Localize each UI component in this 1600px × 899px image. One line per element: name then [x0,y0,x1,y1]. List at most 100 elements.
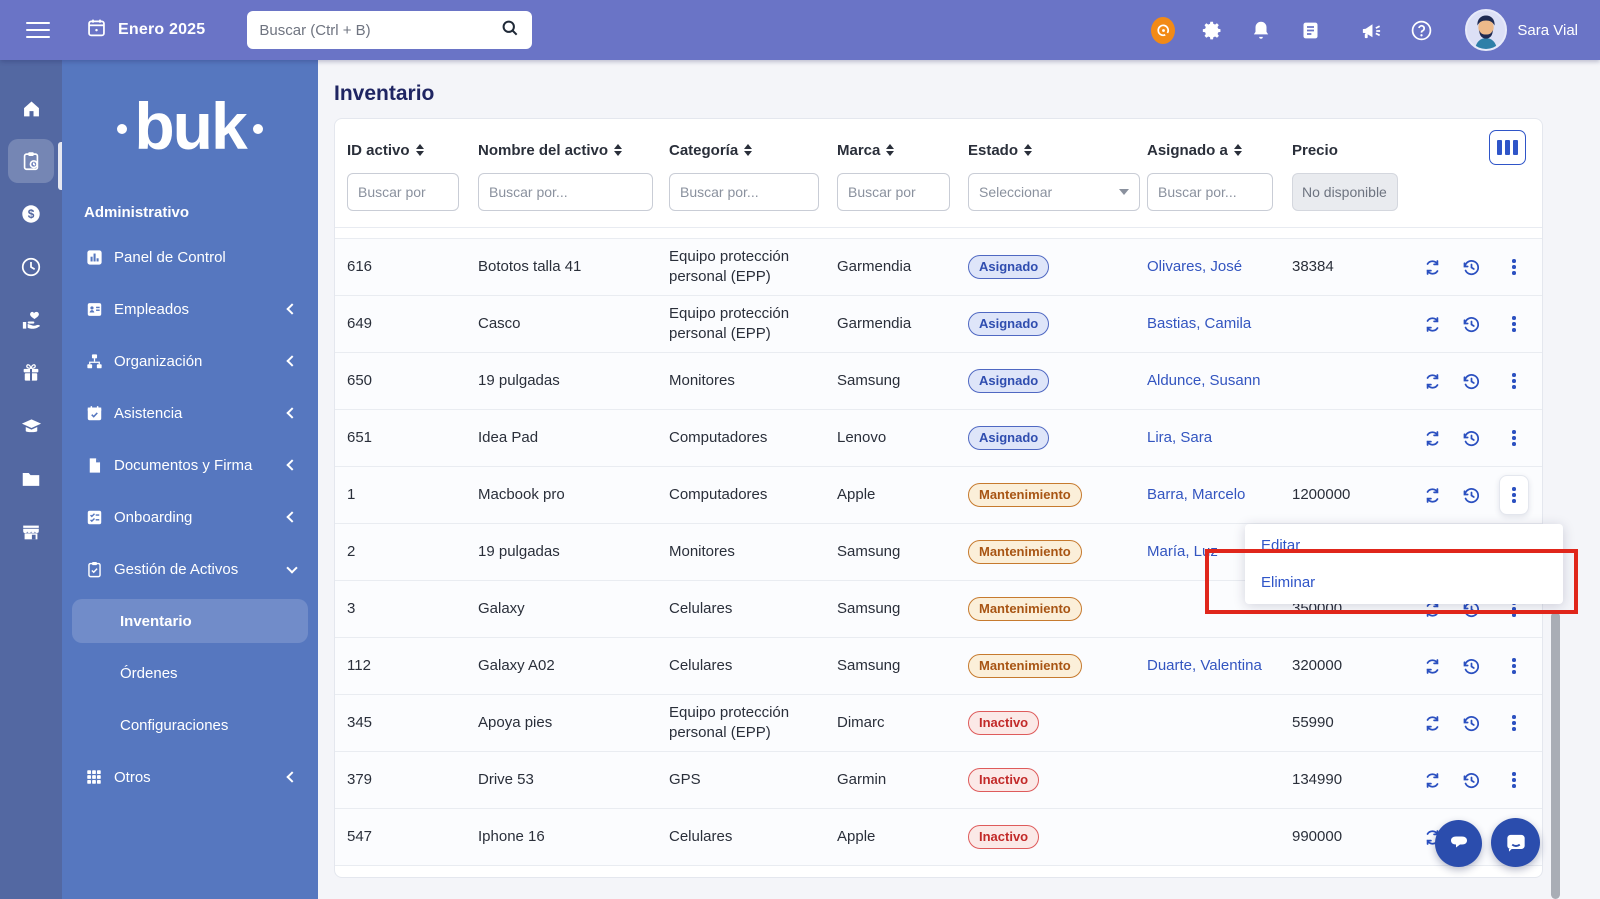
filter-estado-select[interactable]: Seleccionar [968,173,1140,211]
reassign-icon[interactable] [1421,313,1443,335]
rail-time-icon[interactable] [8,245,54,289]
assistant-icon[interactable] [1151,16,1176,44]
table-row[interactable]: 3 Galaxy Celulares Samsung Mantenimiento… [335,581,1542,638]
row-menu-button[interactable] [1499,760,1529,800]
period-selector[interactable]: Enero 2025 [86,17,205,43]
table-row[interactable]: 547 Iphone 16 Celulares Apple Inactivo 9… [335,809,1542,866]
filter-nombre-input[interactable] [478,173,653,211]
sidebar-item-documentos-y-firma[interactable]: Documentos y Firma [62,439,318,491]
assignee-link[interactable]: María, Luz [1147,543,1218,561]
sidebar-item-empleados[interactable]: Empleados [62,283,318,335]
reassign-icon[interactable] [1421,256,1443,278]
column-settings-button[interactable] [1489,130,1526,165]
assignee-link[interactable]: Aldunce, Susann [1147,372,1261,390]
table-row[interactable]: 651 Idea Pad Computadores Lenovo Asignad… [335,410,1542,467]
row-menu-button[interactable] [1499,703,1529,743]
assignee-link[interactable]: Olivares, José [1147,258,1243,276]
rail-store-icon[interactable] [8,510,54,554]
history-icon[interactable] [1460,484,1482,506]
sidebar-item-organizacion[interactable]: Organización [62,335,318,387]
history-icon[interactable] [1460,712,1482,734]
hamburger-menu-icon[interactable] [26,17,50,42]
sort-icon[interactable] [1024,144,1033,156]
rail-money-icon[interactable]: $ [8,192,54,236]
cell-brand: Apple [837,486,876,504]
gear-icon[interactable] [1200,18,1224,42]
filter-asignado-input[interactable] [1147,173,1273,211]
row-menu-button[interactable] [1499,646,1529,686]
history-icon[interactable] [1460,313,1482,335]
filter-categoria-input[interactable] [669,173,819,211]
sort-icon[interactable] [886,144,895,156]
sort-icon[interactable] [1233,144,1242,156]
rail-benefits-icon[interactable] [8,298,54,342]
sort-icon[interactable] [614,144,623,156]
history-icon[interactable] [1460,769,1482,791]
rail-inventory-clipboard-icon[interactable] [8,139,54,183]
table-row[interactable]: 345 Apoya pies Equipo protección persona… [335,695,1542,752]
sidebar-item-panel-de-control[interactable]: Panel de Control [62,231,318,283]
notes-icon[interactable] [1298,18,1322,42]
table-row[interactable]: 112 Galaxy A02 Celulares Samsung Manteni… [335,638,1542,695]
context-menu-item-editar[interactable]: Editar [1261,537,1301,554]
filter-marca-input[interactable] [837,173,950,211]
reassign-icon[interactable] [1421,370,1443,392]
reassign-icon[interactable] [1421,769,1443,791]
reassign-icon[interactable] [1421,484,1443,506]
search-input[interactable] [259,21,501,39]
sidebar-item-gestion-de-activos[interactable]: Gestión de Activos [62,543,318,595]
column-header-nombre[interactable]: Nombre del activo [478,135,669,165]
rail-files-icon[interactable] [8,457,54,501]
sort-icon[interactable] [415,144,424,156]
row-menu-button[interactable] [1499,418,1529,458]
history-icon[interactable] [1460,655,1482,677]
search-icon[interactable] [500,18,520,43]
reassign-icon[interactable] [1421,427,1443,449]
sidebar-subitem-ordenes[interactable]: Órdenes [120,664,178,682]
table-row[interactable]: 1 Macbook pro Computadores Apple Manteni… [335,467,1542,524]
assignee-link[interactable]: Lira, Sara [1147,429,1213,447]
user-name[interactable]: Sara Vial [1517,21,1578,39]
rail-home-icon[interactable] [8,86,54,130]
row-menu-button[interactable] [1499,475,1529,515]
history-icon[interactable] [1460,370,1482,392]
global-search[interactable] [247,11,533,49]
vertical-scrollbar[interactable] [1551,612,1560,899]
sidebar-item-onboarding[interactable]: Onboarding [62,491,318,543]
avatar[interactable] [1465,9,1508,51]
row-menu-button[interactable] [1499,361,1529,401]
column-header-id[interactable]: ID activo [347,135,478,165]
table-row[interactable]: 616 Bototos talla 41 Equipo protección p… [335,239,1542,296]
history-icon[interactable] [1460,256,1482,278]
sidebar-item-otros[interactable]: Otros [62,751,318,803]
reassign-icon[interactable] [1421,712,1443,734]
assignee-link[interactable]: Barra, Marcelo [1147,486,1246,504]
table-row[interactable]: 379 Drive 53 GPS Garmin Inactivo 134990 [335,752,1542,809]
megaphone-icon[interactable] [1359,18,1383,42]
rail-training-icon[interactable] [8,404,54,448]
support-chat-button[interactable] [1491,818,1540,867]
history-icon[interactable] [1460,427,1482,449]
sidebar-item-asistencia[interactable]: Asistencia [62,387,318,439]
assignee-link[interactable]: Duarte, Valentina [1147,657,1262,675]
help-icon[interactable] [1409,18,1433,42]
reassign-icon[interactable] [1421,655,1443,677]
sort-icon[interactable] [744,144,753,156]
chat-bubble-button[interactable] [1435,820,1482,867]
row-menu-button[interactable] [1499,304,1529,344]
bell-icon[interactable] [1249,18,1273,42]
sidebar-subitem-configuraciones[interactable]: Configuraciones [120,716,229,734]
assignee-link[interactable]: Bastias, Camila [1147,315,1252,333]
column-header-categoria[interactable]: Categoría [669,135,837,165]
rail-gift-icon[interactable] [8,351,54,395]
column-header-estado[interactable]: Estado [968,135,1147,165]
table-row[interactable]: 650 19 pulgadas Monitores Samsung Asigna… [335,353,1542,410]
filter-id-input[interactable] [347,173,459,211]
column-header-asignado[interactable]: Asignado a [1147,135,1292,165]
cell-name: Idea Pad [478,429,539,447]
sidebar-subitem-inventario[interactable]: Inventario [72,599,308,643]
row-menu-button[interactable] [1499,247,1529,287]
context-menu-item-eliminar[interactable]: Eliminar [1261,574,1316,591]
table-row[interactable]: 649 Casco Equipo protección personal (EP… [335,296,1542,353]
column-header-marca[interactable]: Marca [837,135,968,165]
